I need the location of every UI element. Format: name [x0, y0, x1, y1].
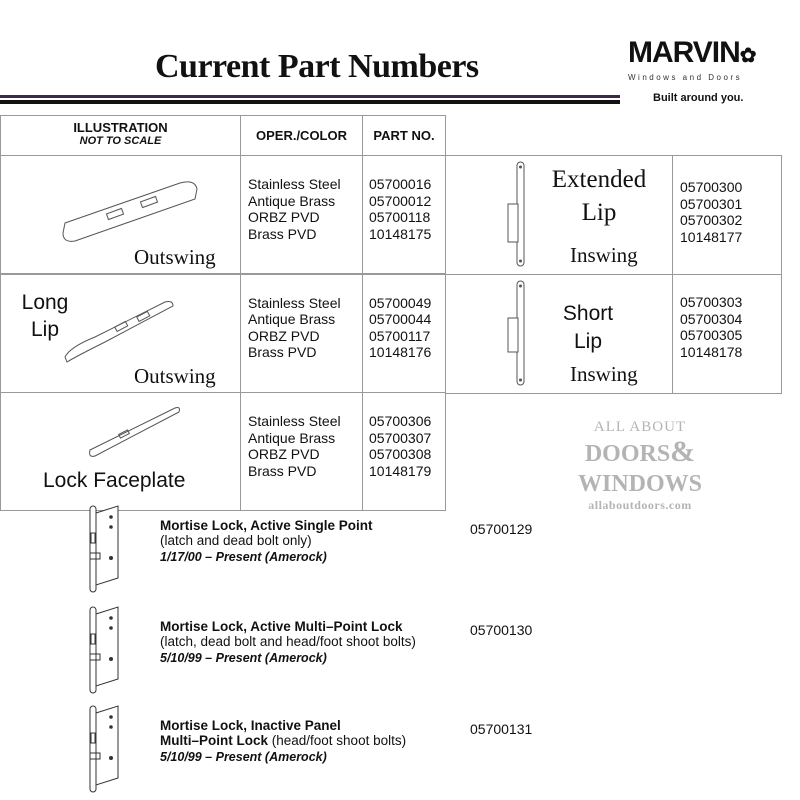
item-title: Mortise Lock, Inactive Panel — [160, 718, 341, 733]
part-number: 05700306 — [369, 413, 432, 429]
header-not-to-scale: NOT TO SCALE — [79, 135, 162, 147]
item-part-number: 05700131 — [470, 721, 533, 737]
header-illustration-label: ILLUSTRATION — [73, 120, 168, 135]
color-item: Antique Brass — [248, 311, 336, 327]
color-item: ORBZ PVD — [248, 209, 320, 225]
header-oper-color: OPER./COLOR — [240, 115, 363, 156]
part-number: 10148177 — [680, 228, 743, 245]
item-subtitle: Multi–Point Lock (head/foot shoot bolts) — [160, 733, 430, 748]
color-item: ORBZ PVD — [248, 446, 320, 462]
part-number: 05700303 — [680, 294, 743, 310]
color-item: Stainless Steel — [248, 176, 341, 192]
header-illustration: ILLUSTRATION NOT TO SCALE — [0, 115, 241, 156]
part-number: 10148175 — [369, 225, 432, 242]
part-list: 05700016 05700012 05700118 10148175 — [369, 176, 431, 242]
strike-illustration — [507, 161, 525, 267]
color-list: Stainless Steel Antique Brass ORBZ PVD Bras… — [248, 295, 341, 361]
color-item: Antique Brass — [248, 192, 336, 209]
row-label: Outswing — [134, 245, 216, 269]
color-item: Antique Brass — [248, 429, 336, 446]
mortise-lock-illustration — [89, 606, 119, 694]
item-title: Mortise Lock, Active Multi–Point Lock — [160, 619, 403, 634]
item-date: 1/17/00 – Present (Amerock) — [160, 550, 327, 564]
flower-icon: ✿ — [739, 45, 757, 67]
watermark-amp: & — [670, 435, 696, 468]
part-number: 10148178 — [680, 343, 743, 360]
item-text: Mortise Lock, Active Multi–Point Lock (la… — [160, 619, 430, 665]
color-item: Stainless Steel — [248, 413, 341, 429]
page-title: Current Part Numbers — [155, 48, 479, 85]
strike-plate-illustration — [62, 181, 198, 242]
part-list: 05700049 05700044 05700117 10148176 — [369, 295, 431, 361]
item-description: (head/foot shoot bolts) — [268, 733, 407, 748]
row-label: Lock Faceplate — [43, 469, 186, 492]
part-cell — [362, 392, 446, 511]
item-text: Mortise Lock, Active Single Point (latch … — [160, 518, 430, 564]
part-number: 05700301 — [680, 195, 743, 212]
logo-tagline: Built around you. — [653, 92, 744, 104]
divider — [0, 100, 620, 104]
part-number: 05700016 — [369, 176, 432, 192]
strike-illustration — [507, 280, 525, 386]
color-list: Stainless Steel Antique Brass ORBZ PVD Bras… — [248, 176, 341, 242]
part-number: 05700012 — [369, 192, 432, 209]
color-item: Brass PVD — [248, 344, 317, 360]
part-list: 05700306 05700307 05700308 10148179 — [369, 413, 431, 479]
swing-label: Inswing — [570, 243, 638, 267]
part-number: 10148179 — [369, 462, 432, 479]
mortise-lock-illustration — [89, 705, 119, 793]
watermark-line2: DOORS& — [570, 436, 710, 470]
row-label: Outswing — [134, 363, 216, 388]
watermark-doors: DOORS — [584, 441, 671, 467]
swing-label: Inswing — [570, 362, 638, 386]
part-number: 05700117 — [369, 327, 431, 344]
part-number: 05700307 — [369, 429, 432, 446]
item-date: 5/10/99 – Present (Amerock) — [160, 651, 327, 665]
logo-brand: MARVIN — [628, 36, 741, 69]
mortise-lock-illustration — [89, 505, 119, 593]
part-number: 05700302 — [680, 212, 743, 228]
item-part-number: 05700129 — [470, 521, 533, 537]
color-list: Stainless Steel Antique Brass ORBZ PVD Bras… — [248, 413, 341, 479]
strike-name: Short Lip — [562, 302, 614, 353]
long-lip-strike-illustration — [64, 301, 174, 363]
part-number: 05700304 — [680, 310, 743, 327]
item-date: 5/10/99 – Present (Amerock) — [160, 750, 327, 764]
part-number: 05700044 — [369, 311, 432, 327]
item-text: Mortise Lock, Inactive Panel Multi–Point … — [160, 718, 430, 764]
color-item: Brass PVD — [248, 225, 317, 242]
part-number: 05700305 — [680, 327, 743, 343]
watermark-line3: WINDOWS — [577, 471, 703, 497]
item-title: Mortise Lock, Active Single Point — [160, 518, 373, 533]
watermark-logo: ALL ABOUT DOORS& WINDOWS allaboutdoors.c… — [570, 418, 710, 513]
part-number: 05700049 — [369, 294, 432, 311]
item-title-2: Multi–Point Lock — [160, 733, 268, 748]
part-list: 05700303 05700304 05700305 10148178 — [680, 294, 742, 360]
watermark-url: allaboutdoors.com — [588, 498, 692, 512]
part-number: 05700300 — [680, 179, 743, 195]
color-item: Brass PVD — [248, 462, 317, 479]
part-number: 10148176 — [369, 344, 432, 360]
marvin-logo: MARVIN✿ Windows and Doors Built around y… — [628, 36, 798, 105]
item-description: (latch and dead bolt only) — [160, 533, 312, 548]
color-item: Stainless Steel — [248, 294, 341, 311]
item-part-number: 05700130 — [470, 622, 533, 638]
lock-faceplate-illustration — [89, 407, 180, 457]
header-part-no: PART NO. — [362, 115, 446, 156]
watermark-line1: ALL ABOUT — [593, 419, 687, 435]
side-label: Long Lip — [21, 290, 69, 341]
divider — [0, 95, 620, 98]
logo-sub: Windows and Doors — [628, 73, 743, 82]
part-number: 05700308 — [369, 446, 432, 462]
strike-name: Extended Lip — [551, 166, 647, 226]
item-description: (latch, dead bolt and head/foot shoot bo… — [160, 634, 416, 649]
part-cell — [672, 274, 782, 394]
color-item: ORBZ PVD — [248, 327, 320, 344]
part-number: 05700118 — [369, 209, 431, 225]
part-list: 05700300 05700301 05700302 10148177 — [680, 179, 742, 245]
